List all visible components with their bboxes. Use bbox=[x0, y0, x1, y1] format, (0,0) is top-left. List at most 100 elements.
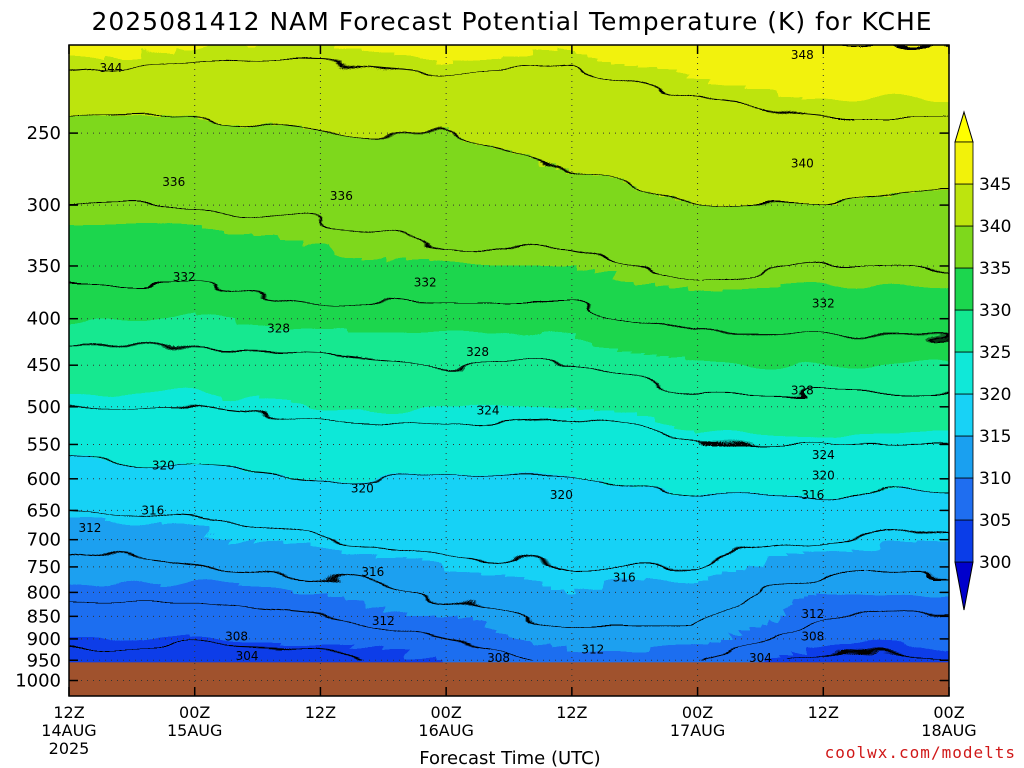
theta-cell bbox=[245, 109, 251, 114]
theta-cell bbox=[210, 85, 216, 90]
theta-cell bbox=[805, 121, 811, 126]
theta-cell bbox=[330, 65, 336, 70]
theta-cell bbox=[955, 29, 961, 34]
theta-cell bbox=[770, 65, 776, 70]
theta-cell bbox=[665, 81, 671, 86]
theta-cell bbox=[275, 121, 281, 126]
theta-cell bbox=[445, 53, 451, 58]
theta-cell bbox=[770, 81, 776, 86]
theta-cell bbox=[615, 89, 621, 94]
theta-cell bbox=[145, 121, 151, 126]
theta-cell bbox=[370, 85, 376, 90]
theta-cell bbox=[635, 57, 641, 62]
theta-cell bbox=[60, 21, 66, 26]
theta-cell bbox=[280, 65, 286, 70]
theta-cell bbox=[460, 109, 466, 114]
theta-cell bbox=[220, 49, 226, 54]
theta-cell bbox=[680, 113, 686, 118]
theta-cell bbox=[170, 69, 176, 74]
theta-cell bbox=[210, 65, 216, 70]
theta-cell bbox=[145, 53, 151, 58]
theta-cell bbox=[515, 61, 521, 66]
theta-cell bbox=[50, 85, 56, 90]
theta-cell bbox=[655, 117, 661, 122]
theta-cell bbox=[910, 101, 916, 106]
theta-cell bbox=[395, 97, 401, 102]
theta-cell bbox=[230, 93, 236, 98]
theta-cell bbox=[655, 125, 661, 130]
theta-cell bbox=[290, 117, 296, 122]
theta-cell bbox=[350, 57, 356, 62]
theta-cell bbox=[450, 77, 456, 82]
theta-cell bbox=[910, 93, 916, 98]
theta-cell bbox=[505, 93, 511, 98]
theta-cell bbox=[715, 89, 721, 94]
theta-cell bbox=[465, 105, 471, 110]
theta-cell bbox=[420, 85, 426, 90]
theta-cell bbox=[325, 73, 331, 78]
theta-cell bbox=[780, 109, 786, 114]
theta-cell bbox=[665, 61, 671, 66]
theta-cell bbox=[580, 121, 586, 126]
theta-cell bbox=[400, 105, 406, 110]
theta-cell bbox=[90, 125, 96, 130]
theta-cell bbox=[465, 85, 471, 90]
theta-cell bbox=[205, 113, 211, 118]
theta-cell bbox=[145, 125, 151, 130]
theta-cell bbox=[785, 117, 791, 122]
theta-cell bbox=[525, 65, 531, 70]
theta-cell bbox=[780, 89, 786, 94]
theta-cell bbox=[790, 97, 796, 102]
theta-cell bbox=[785, 93, 791, 98]
theta-cell bbox=[795, 45, 801, 50]
theta-cell bbox=[775, 105, 781, 110]
theta-cell bbox=[350, 45, 356, 50]
theta-cell bbox=[745, 53, 751, 58]
theta-cell bbox=[670, 93, 676, 98]
theta-cell bbox=[585, 105, 591, 110]
theta-cell bbox=[795, 97, 801, 102]
theta-cell bbox=[435, 81, 441, 86]
theta-cell bbox=[335, 97, 341, 102]
theta-cell bbox=[600, 125, 606, 130]
theta-cell bbox=[380, 121, 386, 126]
theta-cell bbox=[610, 105, 616, 110]
theta-cell bbox=[620, 89, 626, 94]
theta-cell bbox=[140, 97, 146, 102]
theta-cell bbox=[680, 45, 686, 50]
theta-cell bbox=[410, 125, 416, 130]
theta-cell bbox=[69, 117, 71, 122]
theta-cell bbox=[620, 121, 626, 126]
theta-cell bbox=[635, 85, 641, 90]
theta-cell bbox=[625, 37, 631, 42]
theta-cell bbox=[730, 53, 736, 58]
theta-cell bbox=[270, 57, 276, 62]
theta-cell bbox=[325, 101, 331, 106]
theta-cell bbox=[310, 81, 316, 86]
theta-cell bbox=[275, 105, 281, 110]
theta-cell bbox=[340, 85, 346, 90]
theta-cell bbox=[650, 85, 656, 90]
theta-cell bbox=[825, 61, 831, 66]
theta-cell bbox=[260, 81, 266, 86]
theta-cell bbox=[180, 57, 186, 62]
theta-cell bbox=[360, 109, 366, 114]
theta-cell bbox=[60, 57, 66, 62]
theta-cell bbox=[720, 81, 726, 86]
theta-cell bbox=[685, 105, 691, 110]
theta-cell bbox=[390, 117, 396, 122]
theta-cell bbox=[500, 61, 506, 66]
theta-cell bbox=[330, 125, 336, 130]
theta-cell bbox=[575, 69, 581, 74]
theta-cell bbox=[495, 109, 501, 114]
theta-cell bbox=[665, 97, 671, 102]
theta-cell bbox=[780, 69, 786, 74]
theta-cell bbox=[695, 93, 701, 98]
theta-cell bbox=[255, 121, 261, 126]
theta-cell bbox=[110, 117, 116, 122]
theta-cell bbox=[365, 101, 371, 106]
theta-cell bbox=[540, 37, 546, 42]
theta-cell bbox=[305, 97, 311, 102]
theta-cell bbox=[965, 45, 971, 50]
theta-cell bbox=[335, 121, 341, 126]
